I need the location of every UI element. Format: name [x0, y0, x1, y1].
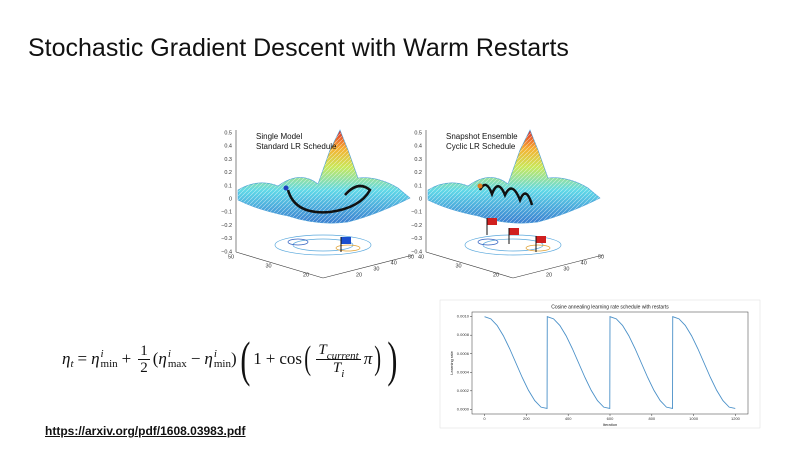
z-tick-label: −0.1	[221, 210, 232, 216]
numerator: Tcurrent	[316, 341, 361, 362]
figure-title: Cyclic LR Schedule	[446, 142, 516, 151]
superscript: i	[100, 348, 104, 360]
subscript: min	[213, 358, 231, 370]
figure-title: Snapshot Ensemble	[446, 132, 518, 141]
z-tick-label: 0.1	[414, 183, 422, 189]
link[interactable]: https://arxiv.org/pdf/1608.03983.pdf	[45, 424, 246, 438]
y-axis-label: Learning rate	[449, 350, 454, 374]
function: cos	[279, 349, 303, 368]
subscript: i	[341, 367, 345, 380]
z-tick-label: −0.2	[411, 223, 422, 229]
y-tick-label: 0.0008	[457, 332, 470, 337]
y-tick-label: 0.0010	[457, 314, 470, 319]
z-tick-label: −0.1	[411, 210, 422, 216]
base-tick-label: 40	[581, 260, 587, 266]
superscript: i	[213, 348, 217, 360]
x-tick-label: 0	[483, 416, 486, 421]
base-tick-label: 30	[373, 266, 379, 272]
z-tick-label: −0.2	[221, 223, 232, 229]
z-tick-label: 0	[419, 196, 422, 202]
base-tick-label: 50	[408, 254, 414, 260]
z-tick-label: −0.4	[411, 249, 422, 255]
x-tick-label: 800	[648, 416, 655, 421]
base-tick-label: 20	[303, 272, 309, 278]
operator: =	[77, 349, 88, 368]
z-tick-label: −0.3	[411, 236, 422, 242]
base-tick-label: 30	[456, 263, 462, 269]
symbol: η	[158, 349, 167, 368]
y-tick-label: 0.0006	[457, 351, 470, 356]
y-tick-label: 0.0004	[457, 369, 470, 374]
operator: −	[190, 349, 201, 368]
z-tick-label: 0.1	[224, 183, 232, 189]
symbol: η	[204, 349, 213, 368]
x-tick-label: 600	[607, 416, 614, 421]
base-tick-label: 30	[266, 263, 272, 269]
x-tick-label: 200	[523, 416, 530, 421]
x-tick-label: 1200	[731, 416, 741, 421]
base-tick-label: 30	[563, 266, 569, 272]
base-tick-label: 40	[418, 254, 424, 260]
numerator: 1	[138, 342, 150, 360]
indices: i min	[213, 348, 231, 370]
slide-title: Stochastic Gradient Descent with Warm Re…	[28, 34, 569, 62]
base-tick-label: 20	[356, 272, 362, 278]
subscript: t	[70, 358, 74, 370]
subscript: min	[100, 358, 118, 370]
z-tick-label: 0.4	[414, 144, 422, 150]
symbol: π	[363, 349, 373, 368]
number: 1	[253, 349, 262, 368]
z-tick-label: 0.3	[414, 157, 422, 163]
y-tick-label: 0.0002	[457, 388, 470, 393]
denominator: 2	[140, 359, 148, 376]
figure-title: Single Model	[256, 132, 302, 141]
z-tick-label: 0	[229, 196, 232, 202]
base-tick-label: 50	[228, 254, 234, 260]
indices: i min	[100, 348, 118, 370]
base-tick-label: 20	[493, 272, 499, 278]
z-tick-label: 0.5	[414, 130, 422, 136]
x-tick-label: 400	[565, 416, 572, 421]
denominator: Ti	[332, 359, 345, 380]
subscript: max	[167, 358, 187, 370]
chart-title: Cosine annealing learning rate schedule …	[551, 304, 669, 310]
z-tick-label: −0.3	[221, 236, 232, 242]
z-tick-label: −0.4	[221, 249, 232, 255]
operator: +	[265, 349, 276, 368]
figure-title: Standard LR Schedule	[256, 142, 337, 151]
y-tick-label: 0.0000	[457, 406, 470, 411]
base-tick-label: 40	[391, 260, 397, 266]
symbol: η	[91, 349, 100, 368]
z-tick-label: 0.2	[224, 170, 232, 176]
base-tick-label: 50	[598, 254, 604, 260]
line-series	[484, 316, 736, 409]
x-tick-label: 1000	[689, 416, 699, 421]
z-tick-label: 0.2	[414, 170, 422, 176]
fraction: Tcurrent Ti	[316, 341, 361, 380]
symbol: T	[318, 341, 327, 358]
symbol: η	[62, 349, 71, 368]
indices: i max	[167, 348, 187, 370]
superscript: i	[167, 348, 171, 360]
z-tick-label: 0.5	[224, 130, 232, 136]
subscript: current	[326, 349, 359, 362]
operator: +	[121, 349, 132, 368]
x-axis-label: Iteration	[603, 422, 617, 427]
base-tick-label: 20	[546, 272, 552, 278]
z-tick-label: 0.4	[224, 144, 232, 150]
z-tick-label: 0.3	[224, 157, 232, 163]
symbol: T	[332, 359, 342, 376]
